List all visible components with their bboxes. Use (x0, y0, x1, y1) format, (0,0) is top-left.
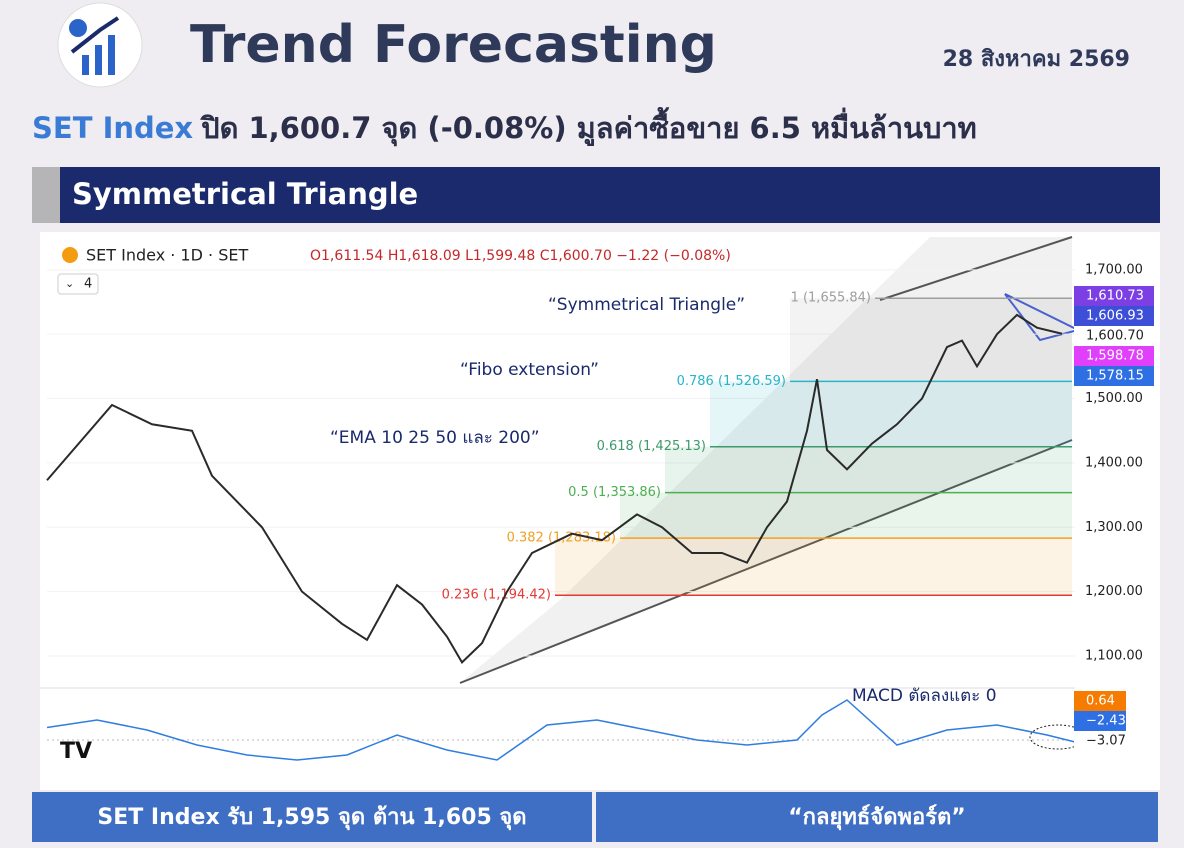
y-tick-label: 1,100.00 (1085, 648, 1143, 663)
y-tick-label: 1,200.00 (1085, 584, 1143, 599)
fib-label: 0.236 (1,194.42) (442, 588, 551, 603)
price-badge-label: 1,598.78 (1086, 349, 1144, 364)
y-tick-label: 1,300.00 (1085, 520, 1143, 535)
price-badge-label: 1,606.93 (1086, 309, 1144, 324)
collapse-count: 4 (84, 277, 92, 292)
y-tick-label: 1,700.00 (1085, 262, 1143, 277)
macd-badge (1074, 731, 1126, 751)
section-stripe (32, 167, 60, 223)
price-badge (1074, 306, 1154, 326)
headline-index: SET Index (32, 111, 193, 145)
annotation: “Fibo extension” (460, 360, 599, 380)
tv-logo: TV (60, 739, 92, 764)
fib-band (555, 538, 1072, 596)
headline-text: ปิด 1,600.7 จุด (-0.08%) มูลค่าซื้อขาย 6… (200, 106, 977, 146)
chevron: ⌄ (65, 277, 74, 290)
macd-badge (1074, 691, 1126, 711)
date: 28 สิงหาคม 2569 (943, 47, 1130, 72)
fib-band (620, 492, 1072, 539)
macd-line (46, 699, 1078, 761)
annotation: “EMA 10 25 50 และ 200” (330, 428, 540, 448)
footer-left: SET Index รับ 1,595 จุด ต้าน 1,605 จุด (97, 805, 526, 831)
fib-band (790, 298, 1072, 382)
footer-left-box (32, 792, 592, 842)
macd-badge-label: 0.64 (1086, 694, 1115, 709)
logo-icon (69, 16, 120, 75)
fib-label: 0.618 (1,425.13) (597, 439, 706, 454)
ohlc: O1,611.54 H1,618.09 L1,599.48 C1,600.70 … (310, 248, 731, 264)
annotation: MACD ตัดลงแตะ 0 (852, 686, 997, 706)
price-badge (1074, 366, 1154, 386)
annotation: “Symmetrical Triangle” (548, 295, 745, 315)
channel-line (879, 236, 1073, 301)
price-badge-label: 1,610.73 (1086, 289, 1144, 304)
macd-badge-label: −3.07 (1086, 734, 1126, 749)
macd-badge (1074, 711, 1126, 731)
price-badge-label: 1,578.15 (1086, 369, 1144, 384)
title: Trend Forecasting (190, 15, 717, 75)
section-title: Symmetrical Triangle (72, 177, 418, 211)
fib-label: 0.786 (1,526.59) (677, 374, 786, 389)
y-tick-label: 1,500.00 (1085, 391, 1143, 406)
price-line (46, 313, 1063, 665)
collapse-button[interactable] (57, 273, 99, 295)
section-bar (32, 167, 1160, 223)
fib-label: 0.5 (1,353.86) (568, 485, 661, 500)
macd-badge-label: −2.43 (1086, 714, 1126, 729)
price-badge (1074, 346, 1154, 366)
channel (460, 237, 1072, 683)
channel-line (459, 439, 1073, 684)
price-badge (1074, 286, 1154, 306)
fib-band (710, 381, 1072, 447)
price-badge (1074, 326, 1154, 346)
footer-right-box (596, 792, 1158, 842)
triangle (1004, 293, 1081, 342)
fib-band (665, 446, 1072, 493)
price-badge-label: 1,600.70 (1086, 329, 1144, 344)
symbol: SET Index · 1D · SET (86, 246, 248, 265)
fib-label: 1 (1,655.84) (791, 291, 871, 306)
symbol-icon (62, 247, 78, 263)
headline: SET Index ปิด 1,600.7 จุด (-0.08%) มูลค่า… (32, 106, 977, 146)
y-tick-label: 1,400.00 (1085, 455, 1143, 470)
footer-right: “กลยุทธ์จัดพอร์ต” (788, 804, 966, 831)
